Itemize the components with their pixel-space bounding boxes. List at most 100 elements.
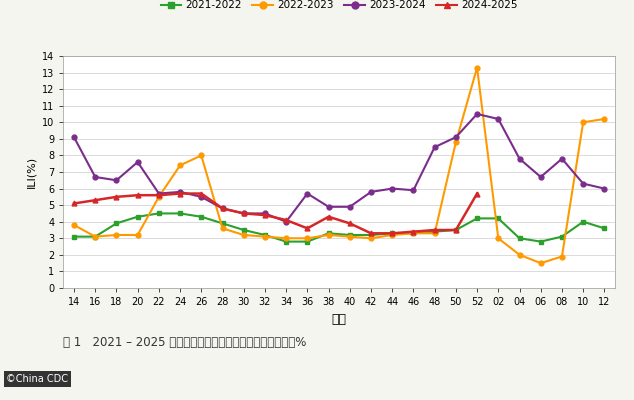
- 2024-2025: [134, 193, 141, 198]
- 2023-2024: [282, 219, 290, 224]
- X-axis label: 周次: 周次: [332, 312, 347, 326]
- 2023-2024: [176, 190, 184, 194]
- 2023-2024: [346, 204, 354, 209]
- 2023-2024: [600, 186, 608, 191]
- 2023-2024: [70, 135, 78, 140]
- 2022-2023: [282, 236, 290, 241]
- 2021-2022: [134, 214, 141, 219]
- 2021-2022: [304, 239, 311, 244]
- 2021-2022: [473, 216, 481, 221]
- 2021-2022: [113, 221, 120, 226]
- 2023-2024: [113, 178, 120, 183]
- 2021-2022: [452, 228, 460, 232]
- 2024-2025: [367, 231, 375, 236]
- 2024-2025: [325, 214, 332, 219]
- 2021-2022: [282, 239, 290, 244]
- 2023-2024: [134, 160, 141, 164]
- 2024-2025: [282, 218, 290, 222]
- 2023-2024: [198, 194, 205, 199]
- 2021-2022: [346, 232, 354, 237]
- 2024-2025: [473, 191, 481, 196]
- 2022-2023: [452, 140, 460, 144]
- Text: 图 1   2021 – 2025 年度南方省份哨点医院报告的流感样病例%: 图 1 2021 – 2025 年度南方省份哨点医院报告的流感样病例%: [63, 336, 307, 349]
- 2022-2023: [389, 232, 396, 237]
- 2023-2024: [304, 191, 311, 196]
- 2023-2024: [495, 116, 502, 121]
- 2021-2022: [495, 216, 502, 221]
- 2022-2023: [325, 232, 332, 237]
- 2024-2025: [431, 228, 439, 232]
- 2022-2023: [600, 116, 608, 121]
- 2022-2023: [367, 236, 375, 241]
- 2022-2023: [473, 65, 481, 70]
- 2022-2023: [410, 231, 417, 236]
- 2021-2022: [325, 231, 332, 236]
- 2021-2022: [198, 214, 205, 219]
- 2021-2022: [515, 236, 523, 241]
- 2021-2022: [70, 234, 78, 239]
- 2022-2023: [134, 232, 141, 237]
- 2024-2025: [155, 193, 163, 198]
- 2022-2023: [537, 261, 545, 266]
- Y-axis label: ILI(%): ILI(%): [27, 156, 36, 188]
- 2023-2024: [91, 174, 99, 179]
- 2021-2022: [261, 232, 269, 237]
- 2024-2025: [176, 191, 184, 196]
- 2024-2025: [452, 228, 460, 232]
- 2024-2025: [240, 211, 247, 216]
- 2023-2024: [473, 112, 481, 116]
- 2021-2022: [155, 211, 163, 216]
- 2022-2023: [198, 153, 205, 158]
- 2021-2022: [91, 234, 99, 239]
- 2022-2023: [495, 236, 502, 241]
- 2023-2024: [537, 174, 545, 179]
- 2024-2025: [113, 194, 120, 199]
- 2023-2024: [431, 145, 439, 150]
- 2022-2023: [176, 163, 184, 168]
- 2021-2022: [176, 211, 184, 216]
- 2023-2024: [219, 206, 226, 211]
- 2021-2022: [219, 221, 226, 226]
- 2024-2025: [91, 198, 99, 202]
- 2022-2023: [304, 236, 311, 241]
- 2021-2022: [240, 228, 247, 232]
- 2022-2023: [70, 223, 78, 228]
- 2023-2024: [558, 156, 566, 161]
- 2021-2022: [367, 232, 375, 237]
- Legend: 2021-2022, 2022-2023, 2023-2024, 2024-2025: 2021-2022, 2022-2023, 2023-2024, 2024-20…: [157, 0, 522, 14]
- 2024-2025: [389, 231, 396, 236]
- 2024-2025: [70, 201, 78, 206]
- 2024-2025: [410, 229, 417, 234]
- 2022-2023: [558, 254, 566, 259]
- 2021-2022: [600, 226, 608, 231]
- 2022-2023: [91, 234, 99, 239]
- 2022-2023: [346, 234, 354, 239]
- Line: 2021-2022: 2021-2022: [72, 211, 607, 244]
- 2024-2025: [346, 221, 354, 226]
- 2021-2022: [579, 219, 587, 224]
- 2024-2025: [304, 226, 311, 231]
- 2022-2023: [261, 234, 269, 239]
- 2022-2023: [431, 231, 439, 236]
- 2023-2024: [579, 181, 587, 186]
- 2023-2024: [261, 211, 269, 216]
- 2022-2023: [155, 194, 163, 199]
- 2022-2023: [240, 232, 247, 237]
- 2024-2025: [198, 191, 205, 196]
- 2023-2024: [452, 135, 460, 140]
- Line: 2023-2024: 2023-2024: [72, 112, 607, 224]
- 2023-2024: [240, 211, 247, 216]
- 2022-2023: [113, 232, 120, 237]
- 2023-2024: [325, 204, 332, 209]
- 2023-2024: [389, 186, 396, 191]
- 2024-2025: [261, 213, 269, 218]
- 2023-2024: [515, 156, 523, 161]
- 2023-2024: [155, 191, 163, 196]
- 2021-2022: [410, 231, 417, 236]
- 2022-2023: [515, 252, 523, 257]
- 2021-2022: [558, 234, 566, 239]
- 2024-2025: [219, 206, 226, 211]
- Text: ©China CDC: ©China CDC: [6, 374, 68, 384]
- 2021-2022: [389, 231, 396, 236]
- 2022-2023: [579, 120, 587, 125]
